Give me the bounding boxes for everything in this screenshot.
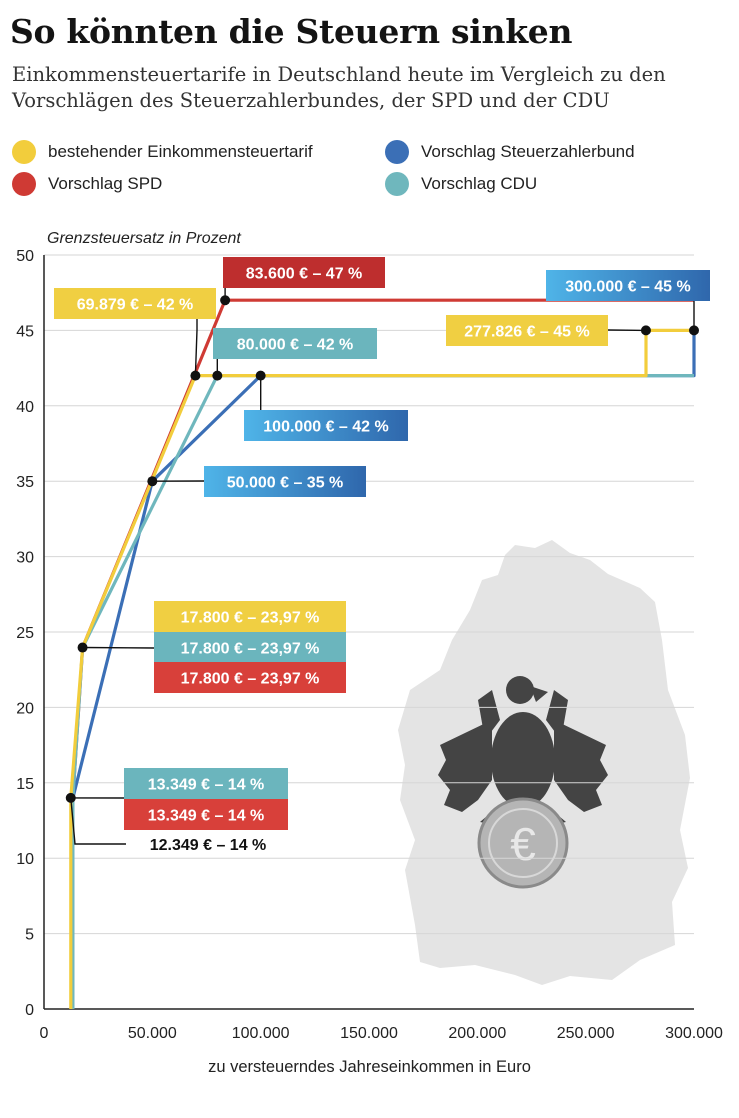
y-tick-label: 25 bbox=[16, 625, 34, 642]
svg-text:€: € bbox=[510, 818, 536, 870]
chart-title: So könnten die Steuern sinken bbox=[10, 12, 573, 51]
data-point-marker bbox=[147, 476, 158, 487]
legend-dot-teal bbox=[385, 172, 409, 196]
annotation-label: 80.000 € – 42 % bbox=[237, 337, 354, 354]
legend-item-steuerzahlerbund: Vorschlag Steuerzahlerbund bbox=[385, 140, 635, 164]
legend-dot-blue bbox=[385, 140, 409, 164]
annotation-box bbox=[124, 768, 288, 799]
y-tick-label: 35 bbox=[16, 474, 34, 491]
annotation-label: 69.879 € – 42 % bbox=[77, 297, 194, 314]
euro-coin-icon: € bbox=[477, 797, 569, 889]
x-tick-label: 0 bbox=[40, 1025, 49, 1042]
y-tick-label: 5 bbox=[25, 927, 34, 944]
data-point-marker bbox=[212, 370, 223, 381]
annotation-label: 50.000 € – 35 % bbox=[227, 475, 344, 492]
x-axis-label: zu versteuerndes Jahreseinkommen in Euro bbox=[208, 1058, 531, 1076]
legend-dot-red bbox=[12, 172, 36, 196]
annotation-label: 100.000 € – 42 % bbox=[263, 419, 388, 436]
legend-label: bestehender Einkommensteuertarif bbox=[48, 142, 313, 161]
annotation-box bbox=[154, 632, 346, 663]
x-tick-label: 250.000 bbox=[557, 1025, 615, 1042]
annotation-box bbox=[154, 601, 346, 632]
annotation-label: 277.826 € – 45 % bbox=[464, 324, 589, 341]
annotation-leader-line bbox=[70, 797, 126, 845]
annotation-label: 17.800 € – 23,97 % bbox=[181, 641, 320, 658]
data-point-marker bbox=[640, 325, 651, 336]
annotation-leader-line bbox=[82, 646, 155, 649]
annotation-box bbox=[124, 799, 288, 830]
annotation-box bbox=[213, 328, 377, 359]
x-tick-label: 200.000 bbox=[448, 1025, 506, 1042]
annotation-box bbox=[223, 257, 385, 288]
x-tick-label: 150.000 bbox=[340, 1025, 398, 1042]
legend-item-cdu: Vorschlag CDU bbox=[385, 172, 537, 196]
annotation-box bbox=[154, 662, 346, 693]
data-point-marker bbox=[190, 370, 201, 381]
data-point-marker bbox=[65, 792, 76, 803]
y-tick-label: 50 bbox=[16, 248, 34, 265]
y-tick-label: 40 bbox=[16, 399, 34, 416]
legend-dot-yellow bbox=[12, 140, 36, 164]
y-tick-label: 10 bbox=[16, 851, 34, 868]
annotation-box bbox=[54, 288, 216, 319]
y-axis-label: Grenzsteuersatz in Prozent bbox=[47, 230, 241, 247]
legend-item-spd: Vorschlag SPD bbox=[12, 172, 162, 196]
annotation-leader-line bbox=[194, 319, 198, 376]
data-point-marker bbox=[220, 295, 231, 306]
y-tick-label: 45 bbox=[16, 323, 34, 340]
annotation-box bbox=[204, 466, 366, 497]
legend-label: Vorschlag SPD bbox=[48, 174, 163, 193]
y-tick-label: 0 bbox=[25, 1002, 34, 1019]
legend-label: Vorschlag CDU bbox=[421, 174, 538, 193]
chart-subtitle: Einkommensteuertarife in Deutschland heu… bbox=[12, 63, 666, 112]
x-tick-label: 50.000 bbox=[128, 1025, 177, 1042]
annotation-label: 12.349 € – 14 % bbox=[150, 837, 267, 854]
annotation-label: 17.800 € – 23,97 % bbox=[181, 610, 320, 627]
annotation-label: 300.000 € – 45 % bbox=[565, 279, 690, 296]
annotation-label: 17.800 € – 23,97 % bbox=[181, 671, 320, 688]
data-point-marker bbox=[689, 325, 699, 336]
annotation-box bbox=[446, 315, 608, 346]
annotation-box bbox=[244, 410, 408, 441]
y-tick-label: 15 bbox=[16, 776, 34, 793]
y-tick-label: 20 bbox=[16, 700, 34, 717]
annotation-label: 83.600 € – 47 % bbox=[246, 266, 363, 283]
x-tick-label: 100.000 bbox=[232, 1025, 290, 1042]
annotation-label: 13.349 € – 14 % bbox=[148, 808, 265, 825]
annotation-label: 13.349 € – 14 % bbox=[148, 777, 265, 794]
annotation-box bbox=[546, 270, 710, 301]
x-tick-label: 300.000 bbox=[665, 1025, 723, 1042]
data-point-marker bbox=[255, 370, 266, 381]
legend-label: Vorschlag Steuerzahlerbund bbox=[421, 142, 635, 161]
y-tick-label: 30 bbox=[16, 550, 34, 567]
data-point-marker bbox=[77, 642, 88, 653]
legend-item-bestehend: bestehender Einkommensteuertarif bbox=[12, 140, 313, 164]
